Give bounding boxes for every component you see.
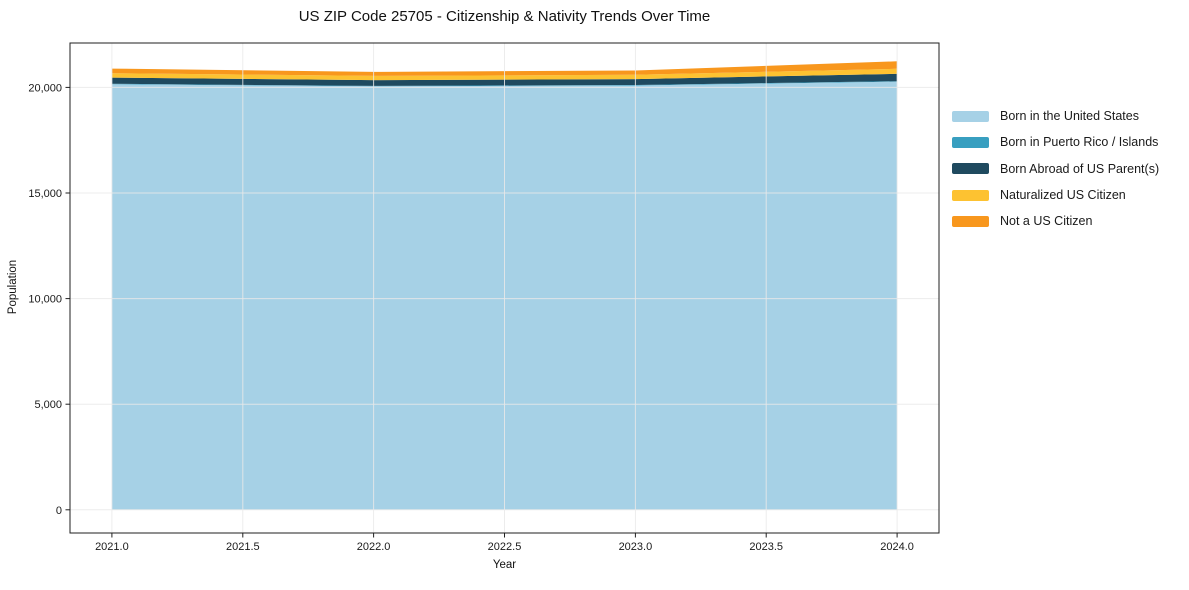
y-tick-label: 10,000: [28, 294, 62, 306]
legend-label: Born in the United States: [1000, 109, 1139, 124]
chart-title: US ZIP Code 25705 - Citizenship & Nativi…: [298, 8, 711, 25]
legend: Born in the United States Born in Puerto…: [952, 103, 1159, 234]
legend-swatch-not-citizen: [952, 215, 989, 227]
x-tick-label: 2023.0: [619, 541, 653, 553]
x-tick-label: 2022.0: [357, 541, 391, 553]
legend-item: Born in Puerto Rico / Islands: [952, 129, 1159, 155]
area-series-1: [111, 81, 898, 87]
legend-swatch-born-abroad: [952, 163, 989, 175]
x-tick-label: 2021.5: [226, 541, 260, 553]
legend-swatch-born-us: [952, 110, 989, 122]
y-tick-label: 20,000: [28, 82, 62, 94]
x-tick-label: 2024.0: [880, 541, 914, 553]
legend-item: Born Abroad of US Parent(s): [952, 156, 1159, 182]
area-series-4: [111, 61, 898, 76]
legend-label: Born in Puerto Rico / Islands: [1000, 135, 1159, 150]
x-tick-label: 2023.5: [749, 541, 783, 553]
x-axis-label: Year: [492, 559, 517, 571]
x-tick-label: 2021.0: [95, 541, 129, 553]
legend-swatch-born-puerto-rico: [952, 136, 989, 148]
legend-label: Born Abroad of US Parent(s): [1000, 161, 1160, 176]
y-axis-label: Population: [7, 259, 19, 315]
y-tick-label: 5,000: [34, 399, 62, 411]
y-tick-label: 15,000: [28, 188, 62, 200]
x-tick-label: 2022.5: [488, 541, 522, 553]
legend-item: Naturalized US Citizen: [952, 182, 1159, 208]
legend-swatch-naturalized: [952, 189, 989, 201]
legend-item: Born in the United States: [952, 103, 1159, 129]
area-series-3: [111, 68, 898, 81]
legend-item: Not a US Citizen: [952, 208, 1159, 234]
legend-label: Not a US Citizen: [1000, 214, 1093, 229]
legend-label: Naturalized US Citizen: [1000, 188, 1126, 203]
y-tick-label: 0: [56, 505, 62, 517]
